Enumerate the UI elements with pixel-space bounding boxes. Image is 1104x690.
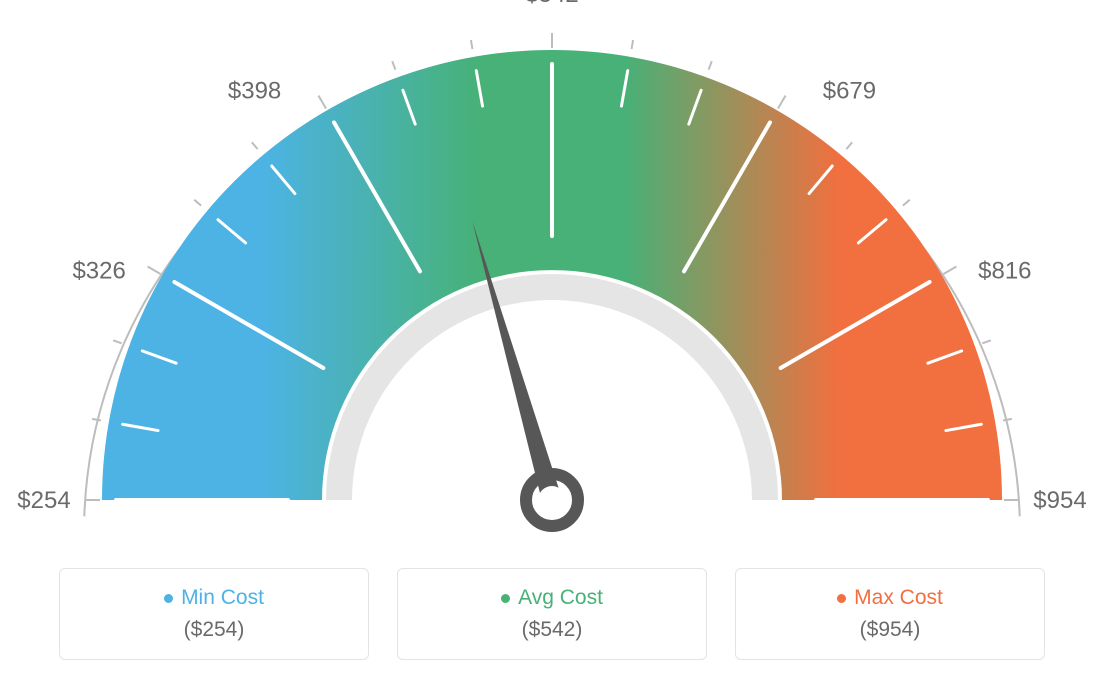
legend-min-value: ($254) <box>184 618 245 642</box>
legend-max-title-row: Max Cost <box>837 586 943 610</box>
legend-avg-value: ($542) <box>522 618 583 642</box>
legend-card-min: Min Cost ($254) <box>59 568 369 660</box>
legend-dot-max <box>837 594 846 603</box>
svg-text:$816: $816 <box>978 257 1031 284</box>
gauge-chart: $254 $326 $398 $542 $679 $816 $954 <box>0 0 1104 560</box>
legend-row: Min Cost ($254) Avg Cost ($542) Max Cost… <box>0 568 1104 660</box>
svg-text:$542: $542 <box>525 0 578 8</box>
svg-text:$326: $326 <box>72 257 125 284</box>
legend-min-title: Min Cost <box>181 586 264 610</box>
svg-text:$398: $398 <box>228 78 281 105</box>
svg-text:$954: $954 <box>1033 487 1086 514</box>
legend-min-title-row: Min Cost <box>164 586 264 610</box>
legend-dot-avg <box>501 594 510 603</box>
legend-max-title: Max Cost <box>854 586 943 610</box>
gauge-svg: $254 $326 $398 $542 $679 $816 $954 <box>0 0 1104 560</box>
legend-avg-title: Avg Cost <box>518 586 603 610</box>
legend-card-avg: Avg Cost ($542) <box>397 568 707 660</box>
legend-dot-min <box>164 594 173 603</box>
svg-text:$679: $679 <box>823 78 876 105</box>
legend-max-value: ($954) <box>860 618 921 642</box>
legend-avg-title-row: Avg Cost <box>501 586 603 610</box>
legend-card-max: Max Cost ($954) <box>735 568 1045 660</box>
svg-text:$254: $254 <box>17 487 70 514</box>
